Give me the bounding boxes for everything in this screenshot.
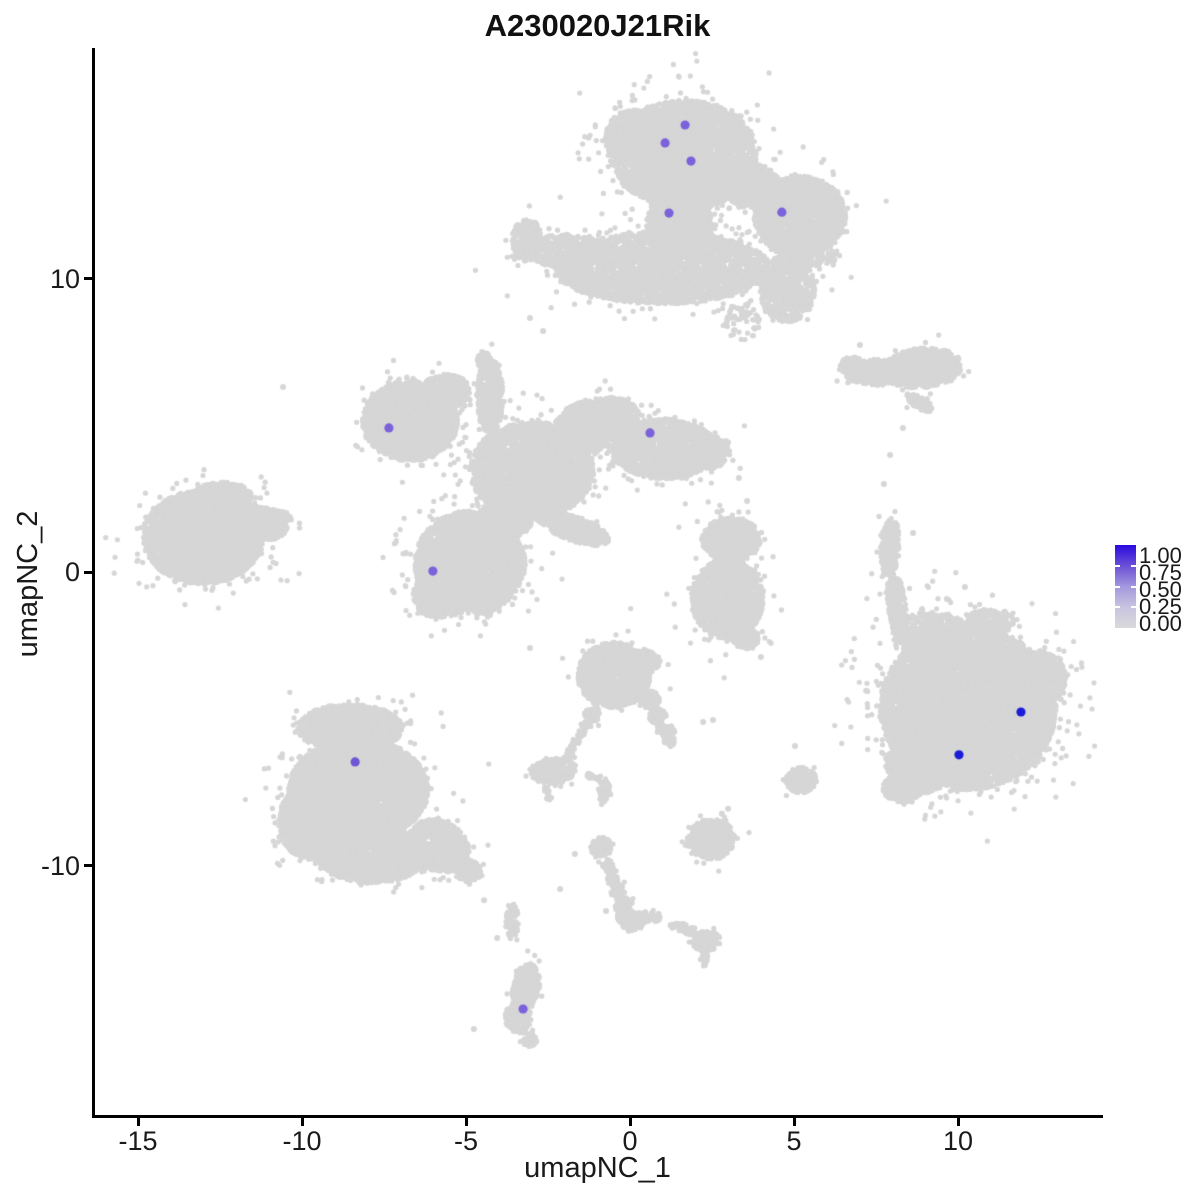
legend-tick (1131, 606, 1136, 609)
x-tick-label: -10 (282, 1126, 322, 1156)
legend-tick (1115, 585, 1120, 588)
x-tick-mark (956, 1118, 960, 1126)
legend-tick (1115, 564, 1120, 567)
legend-labels: 1.00 0.75 0.50 0.25 0.00 (1139, 543, 1182, 636)
legend-tick (1131, 585, 1136, 588)
y-tick-mark (84, 277, 92, 280)
x-tick-mark (628, 1118, 632, 1126)
y-tick-mark (84, 570, 92, 574)
expression-legend: 1.00 0.75 0.50 0.25 0.00 (1108, 538, 1200, 648)
x-tick-mark (792, 1118, 796, 1126)
legend-label: 0.50 (1139, 577, 1182, 602)
y-tick-mark (84, 864, 92, 867)
legend-colorbar (1115, 545, 1136, 628)
x-tick-mark (136, 1118, 140, 1126)
x-axis-title: umapNC_1 (524, 1152, 671, 1184)
y-tick-label: -10 (40, 850, 80, 881)
x-tick-label: 10 (942, 1126, 974, 1156)
y-axis-line (92, 48, 95, 1118)
legend-label: 0.75 (1139, 560, 1182, 585)
legend-label: 0.25 (1139, 594, 1182, 619)
legend-label: 1.00 (1139, 543, 1182, 568)
plot-title: A230020J21Rik (484, 8, 711, 43)
x-tick-label: 0 (622, 1126, 638, 1156)
legend-label: 0.00 (1139, 611, 1182, 636)
legend-tick (1115, 606, 1120, 609)
x-tick-label: -15 (118, 1126, 158, 1156)
y-tick-label: 0 (64, 557, 80, 587)
x-tick-label: 5 (786, 1126, 802, 1156)
x-tick-mark (300, 1118, 304, 1126)
x-tick-label: -5 (453, 1126, 478, 1156)
x-axis-line (92, 1115, 1103, 1118)
y-tick-label: 10 (49, 263, 80, 294)
y-axis-title: umapNC_2 (12, 510, 44, 658)
x-tick-mark (464, 1118, 468, 1126)
legend-tick (1131, 564, 1136, 567)
